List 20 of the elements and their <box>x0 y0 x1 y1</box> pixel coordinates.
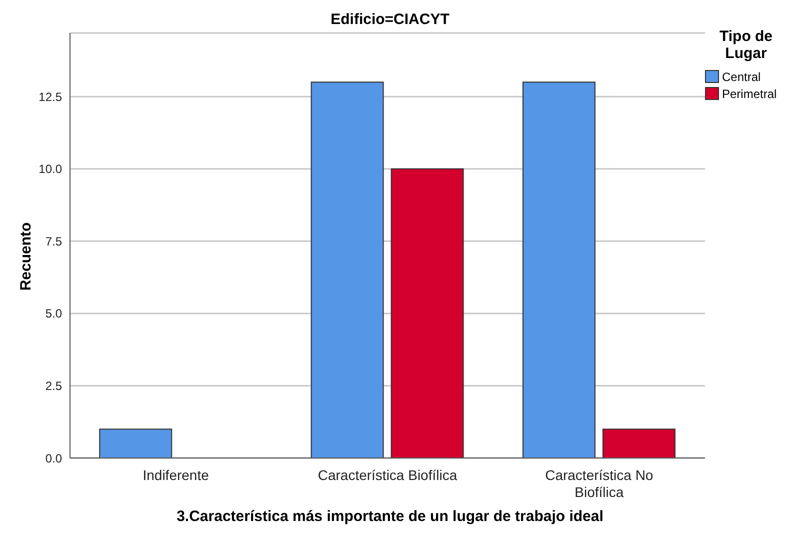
legend-label: Perimetral <box>722 86 777 100</box>
chart-title: Edificio=CIACYT <box>330 11 450 28</box>
y-axis-title: Recuento <box>18 221 34 293</box>
y-tick-label: 7.5 <box>45 234 62 248</box>
legend-title: Tipo de Lugar <box>718 28 774 62</box>
y-tick-label: 0.0 <box>45 451 62 466</box>
bar <box>310 82 384 458</box>
bar <box>390 168 464 458</box>
legend-label: Central <box>722 70 761 84</box>
bar <box>522 82 596 458</box>
x-axis-title: 3.Característica más importante de un lugar de trabajo ideal <box>176 508 604 525</box>
y-tick-label: 5.0 <box>45 306 62 321</box>
x-tick-label: Indiferente <box>142 467 210 483</box>
x-tick-label: Característica No Biofílica <box>545 467 654 500</box>
x-tick-label: Característica Biofílica <box>318 467 458 483</box>
y-tick-label: 10.0 <box>38 162 62 176</box>
y-tick-label: 12.5 <box>38 90 62 104</box>
y-tick-label: 2.5 <box>45 378 62 393</box>
bar <box>602 428 676 458</box>
bar <box>99 428 172 458</box>
